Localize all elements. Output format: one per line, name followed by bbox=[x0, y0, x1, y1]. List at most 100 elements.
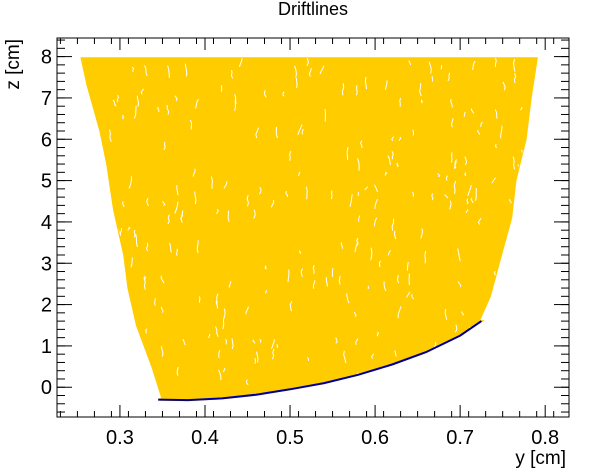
x-tick-label: 0.5 bbox=[276, 427, 304, 449]
driftline-gap bbox=[373, 184, 378, 193]
driftline-gap bbox=[305, 186, 308, 200]
driftline-gap bbox=[127, 226, 131, 231]
driftline-gap bbox=[210, 176, 213, 189]
driftline-gap bbox=[194, 191, 197, 205]
driftline-gap bbox=[388, 250, 391, 256]
driftline-gap bbox=[140, 88, 145, 95]
driftline-gap bbox=[294, 65, 297, 78]
driftline-gap bbox=[271, 339, 275, 349]
driftline-gap bbox=[116, 94, 119, 103]
driftline-gap bbox=[411, 294, 415, 300]
driftline-gap bbox=[264, 265, 267, 270]
driftline-gap bbox=[189, 119, 193, 130]
driftline-gap bbox=[357, 215, 361, 222]
driftline-gap bbox=[180, 213, 184, 220]
plot-frame bbox=[56, 37, 570, 418]
driftline-gap bbox=[406, 361, 410, 372]
driftline-gap bbox=[289, 300, 293, 312]
driftline-gap bbox=[406, 291, 411, 298]
driftline-gap bbox=[466, 198, 469, 205]
driftline-gap bbox=[83, 161, 89, 172]
driftline-gap bbox=[512, 58, 516, 72]
driftline-gap bbox=[308, 67, 312, 77]
driftline-gap bbox=[373, 217, 378, 227]
driftline-gap bbox=[384, 171, 388, 176]
driftline-gap bbox=[246, 194, 249, 207]
driftline-gap bbox=[397, 306, 402, 319]
driftline-gap bbox=[536, 65, 537, 74]
driftline-gap bbox=[259, 339, 262, 343]
driftline-gap bbox=[331, 267, 334, 277]
driftline-gap bbox=[287, 269, 290, 283]
driftline-gap bbox=[359, 140, 363, 149]
driftline-gap bbox=[420, 228, 424, 239]
y-tick-label: 1 bbox=[41, 336, 52, 358]
driftline-gap bbox=[355, 338, 359, 345]
y-axis-title: z [cm] bbox=[3, 39, 24, 90]
driftline-gap bbox=[225, 338, 228, 345]
driftline-gap bbox=[518, 307, 521, 319]
driftline-gap bbox=[343, 350, 347, 364]
driftline-gap bbox=[143, 275, 147, 281]
driftline-gap bbox=[477, 217, 482, 225]
driftline-gap bbox=[192, 168, 196, 177]
driftline-gap bbox=[295, 78, 298, 88]
driftline-gap bbox=[463, 111, 466, 117]
driftline-gap bbox=[128, 318, 133, 331]
driftline-gap bbox=[526, 170, 529, 178]
driftline-gap bbox=[254, 357, 256, 364]
driftline-gap bbox=[391, 151, 394, 160]
driftline-gap bbox=[119, 363, 121, 368]
driftline-gap bbox=[393, 230, 397, 240]
driftline-gap bbox=[195, 98, 199, 109]
driftline-gap bbox=[494, 109, 498, 119]
driftline-gap bbox=[234, 93, 237, 104]
driftline-gap bbox=[301, 128, 304, 135]
driftline-gap bbox=[182, 338, 186, 346]
driftline-gap bbox=[534, 297, 537, 311]
driftline-gap bbox=[144, 328, 148, 334]
driftline-gap bbox=[354, 242, 359, 253]
driftline-gap bbox=[299, 250, 302, 254]
driftline-gap bbox=[470, 197, 474, 204]
driftline-gap bbox=[378, 260, 382, 268]
driftline-gap bbox=[319, 65, 325, 75]
y-tick-label: 0 bbox=[41, 377, 52, 399]
driftline-gap bbox=[469, 347, 472, 358]
x-tick-label: 0.7 bbox=[446, 427, 474, 449]
driftline-gap bbox=[531, 215, 534, 223]
driftline-gap bbox=[263, 90, 267, 98]
driftline-gap bbox=[356, 237, 359, 246]
driftline-gap bbox=[364, 186, 369, 191]
driftline-gap bbox=[222, 316, 225, 330]
chart-title: Driftlines bbox=[278, 0, 348, 19]
driftline-gap bbox=[113, 345, 118, 352]
driftline-gap bbox=[119, 228, 123, 236]
driftline-gap bbox=[97, 315, 101, 321]
driftline-gap bbox=[198, 296, 201, 303]
driftline-gap bbox=[105, 344, 109, 349]
driftline-gap bbox=[457, 341, 461, 351]
driftline-gap bbox=[477, 129, 481, 135]
driftline-gap bbox=[464, 366, 467, 372]
driftline-gap bbox=[546, 242, 548, 252]
driftline-gap bbox=[112, 99, 117, 107]
driftline-gap bbox=[312, 280, 316, 289]
driftline-gap bbox=[218, 350, 221, 359]
driftline-gap bbox=[163, 141, 166, 151]
driftline-gap bbox=[270, 200, 275, 208]
driftline-gap bbox=[475, 188, 477, 201]
driftline-gap bbox=[399, 97, 402, 107]
driftline-gap bbox=[133, 105, 137, 119]
driftline-gap bbox=[146, 198, 149, 207]
driftline-gap bbox=[428, 61, 432, 74]
driftline-gap bbox=[453, 180, 457, 194]
driftline-gap bbox=[255, 127, 260, 139]
driftline-gap bbox=[474, 378, 477, 385]
driftline-gap bbox=[83, 156, 89, 165]
driftline-gap bbox=[196, 240, 199, 254]
driftline-gap bbox=[218, 369, 222, 381]
y-tick-label: 8 bbox=[41, 47, 52, 69]
driftline-gap bbox=[230, 69, 234, 79]
driftline-gap bbox=[457, 248, 461, 262]
